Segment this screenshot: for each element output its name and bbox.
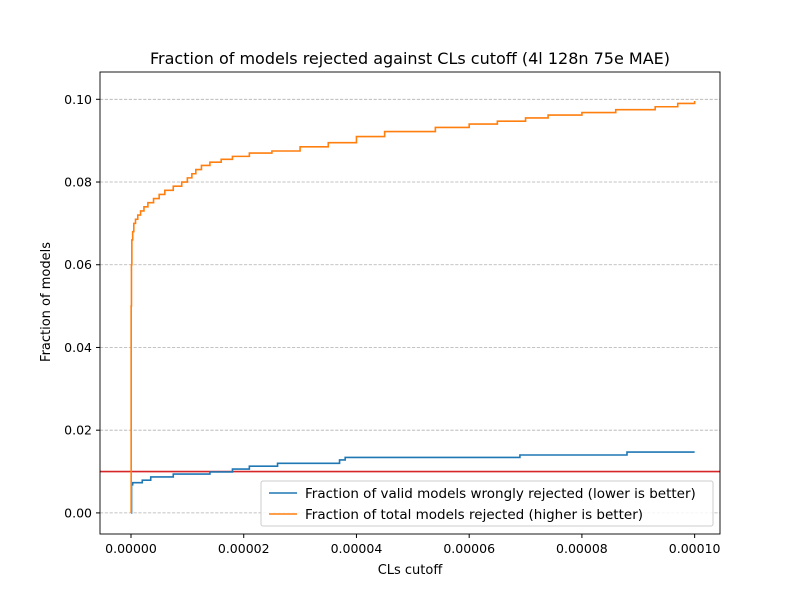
y-tick-label: 0.06 xyxy=(64,257,92,272)
legend-box xyxy=(260,480,714,527)
y-axis-label: Fraction of models xyxy=(39,242,54,362)
y-tick-label: 0.08 xyxy=(64,175,92,190)
x-tick-label: 0.00000 xyxy=(105,541,157,556)
x-tick-label: 0.00006 xyxy=(443,541,495,556)
chart-title: Fraction of models rejected against CLs … xyxy=(150,49,670,68)
y-tick-label: 0.00 xyxy=(64,505,92,520)
legend-label: Fraction of valid models wrongly rejecte… xyxy=(305,486,696,502)
x-tick-label: 0.00002 xyxy=(218,541,270,556)
plot-area: 0.00000 0.00002 0.00004 0.00006 0.00008 0.000… xyxy=(64,71,721,556)
x-tick-label: 0.00004 xyxy=(331,541,383,556)
x-axis-label: CLs cutoff xyxy=(378,563,444,578)
series-line-1 xyxy=(130,451,695,514)
axes-frame xyxy=(99,71,721,535)
x-tick-label: 0.00008 xyxy=(556,541,608,556)
x-tick-label: 0.00010 xyxy=(669,541,721,556)
y-tick-label: 0.10 xyxy=(64,92,92,107)
legend-label: Fraction of total models rejected (highe… xyxy=(305,507,643,523)
legend: Fraction of valid models wrongly rejecte… xyxy=(260,480,714,527)
y-tick-label: 0.02 xyxy=(64,423,92,438)
series-line-2 xyxy=(130,100,696,514)
y-tick-label: 0.04 xyxy=(64,340,92,355)
